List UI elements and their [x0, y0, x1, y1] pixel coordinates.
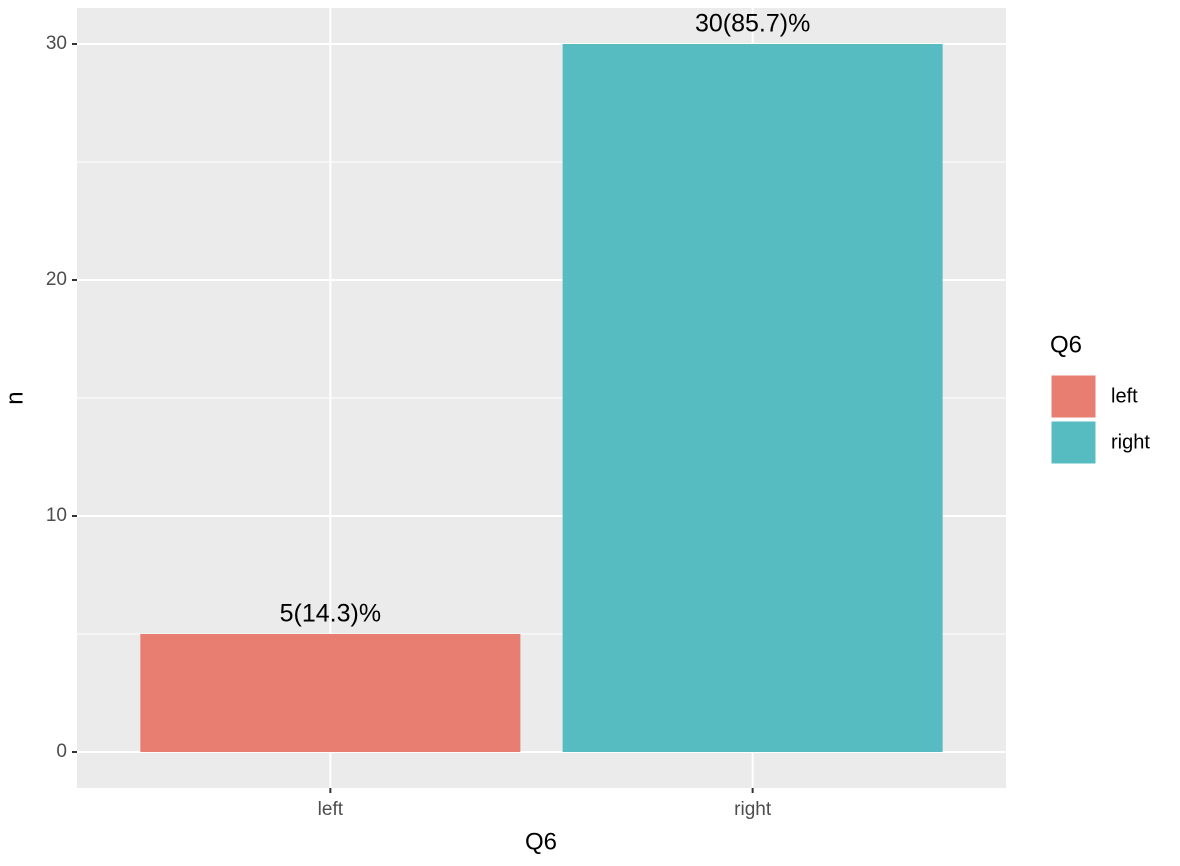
- legend-key: [1050, 374, 1097, 419]
- legend-key: [1050, 420, 1097, 465]
- x-tick-label: right: [734, 799, 772, 820]
- y-axis-title: n: [1, 391, 28, 404]
- legend-label: left: [1111, 385, 1138, 407]
- y-tick-label: 0: [56, 741, 67, 762]
- y-tick-label: 10: [46, 505, 67, 526]
- x-tick-label: left: [318, 799, 344, 820]
- value-label: 30(85.7)%: [695, 10, 810, 38]
- legend-title: Q6: [1050, 331, 1082, 358]
- y-tick-label: 20: [46, 269, 67, 290]
- y-tick-label: 30: [46, 33, 67, 54]
- legend-label: right: [1111, 431, 1150, 453]
- marks: [140, 43, 943, 753]
- x-axis-title: Q6: [525, 828, 557, 855]
- bar: [140, 634, 521, 753]
- bar: [562, 43, 943, 753]
- value-label: 5(14.3)%: [280, 600, 381, 628]
